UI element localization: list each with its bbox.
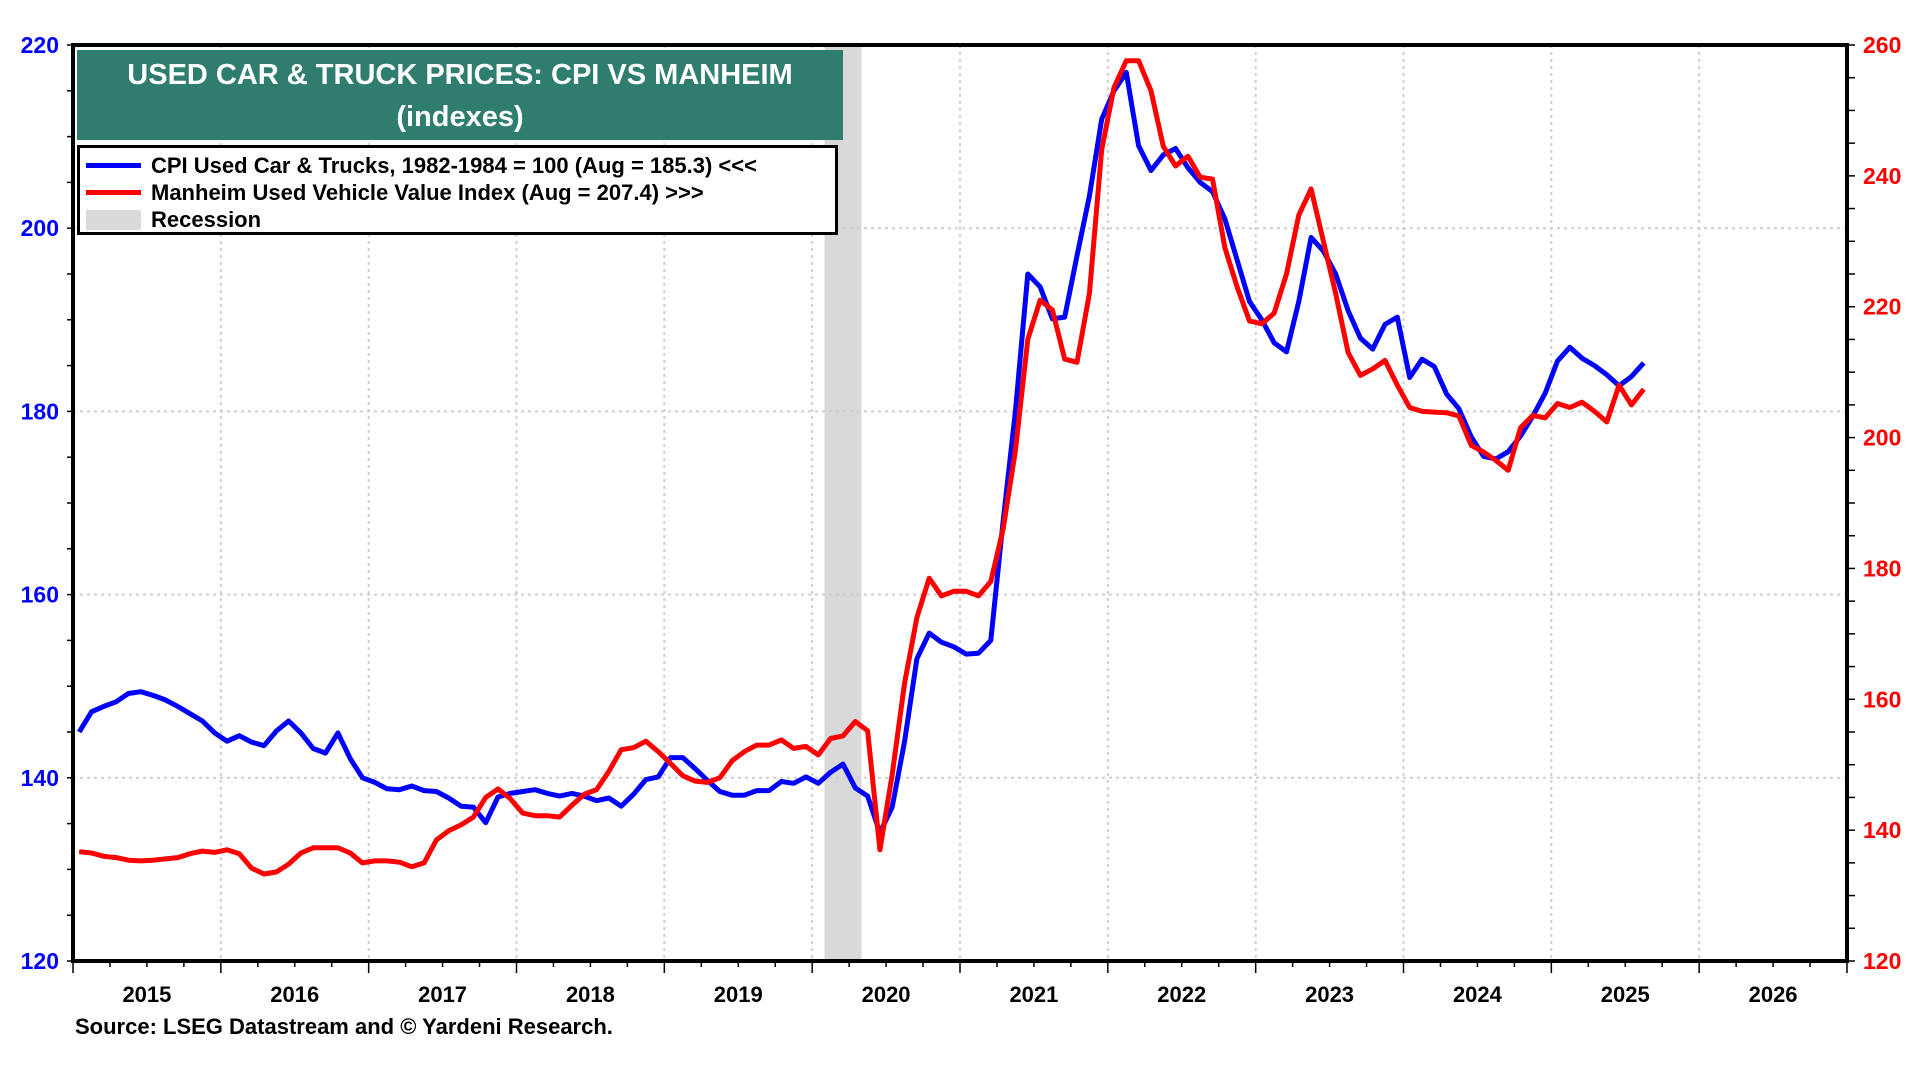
legend-swatch-cpi (86, 163, 141, 168)
legend-item-recession: Recession (86, 206, 835, 233)
source-note: Source: LSEG Datastream and © Yardeni Re… (75, 1014, 613, 1039)
tick-label-x: 2023 (1305, 982, 1354, 1007)
tick-label-x: 2019 (714, 982, 763, 1007)
legend-item-cpi: CPI Used Car & Trucks, 1982-1984 = 100 (… (86, 152, 835, 179)
tick-label-right: 260 (1863, 32, 1901, 58)
legend-item-manheim: Manheim Used Vehicle Value Index (Aug = … (86, 179, 835, 206)
tick-label-left: 180 (21, 398, 59, 424)
tick-label-right: 120 (1863, 948, 1901, 974)
legend-label-recession: Recession (151, 206, 262, 232)
tick-label-right: 220 (1863, 294, 1901, 320)
tick-label-right: 240 (1863, 163, 1901, 189)
chart-title: USED CAR & TRUCK PRICES: CPI VS MANHEIM (127, 59, 793, 91)
tick-label-x: 2017 (418, 982, 467, 1007)
legend-swatch-recession (86, 209, 141, 230)
series-line-manheim (78, 58, 1646, 877)
tick-label-left: 120 (21, 948, 59, 974)
series-line-cpi (77, 70, 1646, 836)
tick-label-right: 140 (1863, 817, 1901, 843)
tick-label-x: 2021 (1009, 982, 1058, 1007)
legend-label-cpi: CPI Used Car & Trucks, 1982-1984 = 100 (… (151, 152, 757, 178)
legend-swatch-manheim (86, 190, 141, 195)
tick-label-right: 160 (1863, 686, 1901, 712)
tick-label-right: 180 (1863, 555, 1901, 581)
chart-subtitle: (indexes) (396, 101, 524, 133)
legend-label-manheim: Manheim Used Vehicle Value Index (Aug = … (151, 179, 704, 205)
tick-label-right: 200 (1863, 425, 1901, 451)
tick-label-left: 220 (21, 32, 59, 58)
tick-label-x: 2020 (862, 982, 911, 1007)
tick-label-left: 160 (21, 582, 59, 608)
tick-label-left: 140 (21, 765, 59, 791)
tick-label-x: 2016 (270, 982, 319, 1007)
tick-label-x: 2026 (1749, 982, 1798, 1007)
tick-label-x: 2015 (122, 982, 171, 1007)
tick-label-x: 2018 (566, 982, 615, 1007)
tick-label-x: 2025 (1601, 982, 1650, 1007)
legend: CPI Used Car & Trucks, 1982-1984 = 100 (… (77, 145, 838, 235)
chart-title-box: USED CAR & TRUCK PRICES: CPI VS MANHEIM … (77, 50, 843, 140)
tick-label-x: 2022 (1157, 982, 1206, 1007)
tick-label-left: 200 (21, 215, 59, 241)
tick-label-x: 2024 (1453, 982, 1503, 1007)
